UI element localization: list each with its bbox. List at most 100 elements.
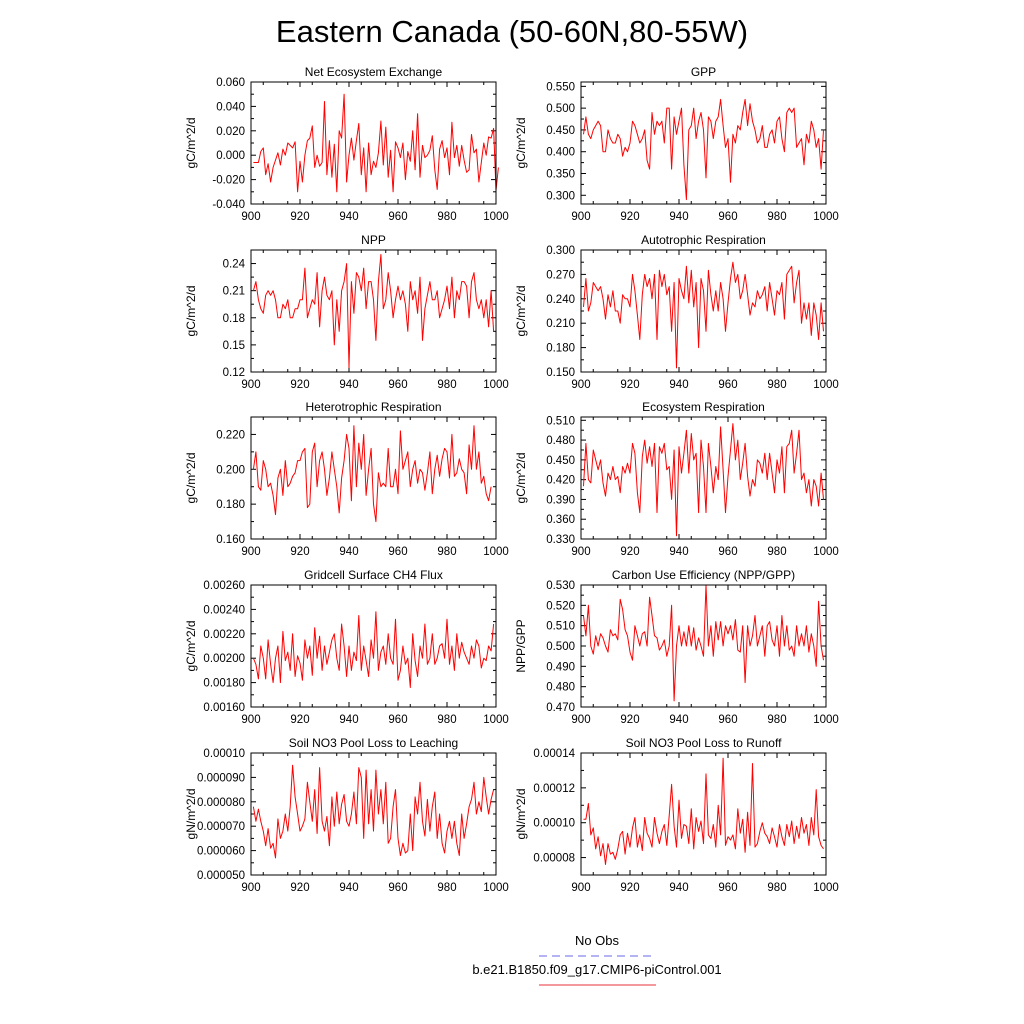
x-tick-label: 960	[388, 379, 407, 391]
x-tick-label: 980	[437, 379, 456, 391]
y-tick-label: 0.180	[216, 499, 245, 511]
y-tick-label: 0.24	[223, 259, 246, 271]
x-tick-label: 1000	[813, 882, 839, 894]
x-tick-label: 940	[339, 882, 358, 894]
figure-title: Eastern Canada (50-60N,80-55W)	[276, 14, 748, 49]
x-tick-label: 1000	[483, 882, 509, 894]
x-tick-label: 960	[718, 211, 737, 223]
x-tick-label: 980	[437, 211, 456, 223]
y-axis-label: gC/m^2/d	[514, 453, 528, 504]
y-tick-label: 0.00180	[203, 678, 245, 690]
plot-frame	[250, 416, 497, 540]
y-tick-label: 0.00010	[533, 818, 575, 830]
y-tick-label: 0.00200	[203, 653, 245, 665]
y-axis-label: gC/m^2/d	[184, 286, 198, 337]
series-line	[583, 757, 824, 865]
x-tick-label: 940	[669, 546, 688, 558]
x-tick-label: 900	[241, 882, 260, 894]
series-line	[252, 425, 492, 523]
y-tick-label: 0.330	[546, 534, 575, 546]
x-tick-label: 900	[571, 379, 590, 391]
y-tick-label: 0.000	[216, 150, 245, 162]
panel-1: GPP gC/m^2/d 900 920 940 960 980 1000 0.300 0.350…	[514, 65, 839, 223]
y-axis-label: gC/m^2/d	[514, 118, 528, 169]
series-line	[253, 93, 499, 193]
y-tick-label: 0.300	[546, 245, 575, 257]
plot-frame	[580, 752, 827, 876]
y-tick-label: 0.21	[223, 286, 245, 298]
plot-frame	[250, 249, 497, 373]
y-tick-label: 0.00260	[203, 580, 245, 592]
plot-frame	[580, 249, 827, 373]
x-tick-label: 940	[339, 714, 358, 726]
x-tick-label: 960	[388, 714, 407, 726]
x-tick-label: 980	[767, 882, 786, 894]
y-tick-label: 0.18	[223, 313, 245, 325]
x-tick-label: 920	[620, 546, 639, 558]
x-tick-label: 920	[290, 379, 309, 391]
y-tick-label: 0.210	[546, 318, 575, 330]
y-tick-label: 0.000090	[197, 772, 245, 784]
x-tick-label: 960	[388, 546, 407, 558]
y-tick-label: 0.420	[546, 475, 575, 487]
panel-title: Heterotrophic Respiration	[305, 400, 441, 414]
panel-title: Soil NO3 Pool Loss to Runoff	[626, 736, 783, 750]
y-tick-label: 0.12	[223, 367, 245, 379]
x-tick-label: 980	[767, 379, 786, 391]
panel-title: Soil NO3 Pool Loss to Leaching	[289, 736, 458, 750]
y-tick-label: 0.530	[546, 580, 575, 592]
y-tick-label: 0.000060	[197, 846, 245, 858]
x-tick-label: 980	[437, 714, 456, 726]
panel-title: GPP	[691, 65, 716, 79]
y-tick-label: 0.00010	[203, 748, 245, 760]
y-tick-label: 0.450	[546, 455, 575, 467]
y-tick-label: 0.550	[546, 81, 575, 93]
y-tick-label: 0.180	[546, 343, 575, 355]
panel-title: Ecosystem Respiration	[642, 400, 765, 414]
y-tick-label: 0.450	[546, 125, 575, 137]
x-tick-label: 900	[241, 714, 260, 726]
x-tick-label: 940	[339, 211, 358, 223]
x-tick-label: 960	[718, 882, 737, 894]
x-tick-label: 960	[718, 714, 737, 726]
x-tick-label: 1000	[483, 211, 509, 223]
panel-0: Net Ecosystem Exchange gC/m^2/d 900 920 940 9…	[184, 65, 509, 223]
y-tick-label: 0.350	[546, 169, 575, 181]
y-tick-label: 0.470	[546, 702, 575, 714]
y-tick-label: 0.00008	[533, 853, 575, 865]
y-tick-label: 0.150	[546, 367, 575, 379]
x-tick-label: 900	[571, 211, 590, 223]
y-tick-label: 0.220	[216, 429, 245, 441]
series-line	[583, 98, 824, 201]
y-tick-label: 0.00240	[203, 604, 245, 616]
y-tick-label: 0.160	[216, 534, 245, 546]
plot-frame	[580, 81, 827, 205]
y-tick-label: 0.00014	[533, 748, 575, 760]
y-axis-label: gC/m^2/d	[184, 118, 198, 169]
legend-label-no-obs: No Obs	[575, 933, 620, 948]
y-axis-label: gN/m^2/d	[514, 789, 528, 840]
y-tick-label: 0.000070	[197, 821, 245, 833]
series-line	[583, 423, 824, 537]
y-tick-label: 0.490	[546, 661, 575, 673]
x-tick-label: 960	[718, 546, 737, 558]
panel-title: Carbon Use Efficiency (NPP/GPP)	[612, 568, 795, 582]
series-line	[252, 254, 495, 368]
x-tick-label: 900	[241, 546, 260, 558]
y-tick-label: 0.200	[216, 464, 245, 476]
y-tick-label: 0.510	[546, 415, 575, 427]
x-tick-label: 940	[339, 546, 358, 558]
y-tick-label: 0.400	[546, 147, 575, 159]
x-tick-label: 920	[620, 211, 639, 223]
panel-title: Autotrophic Respiration	[641, 233, 766, 247]
legend: No Obs b.e21.B1850.f09_g17.CMIP6-piContr…	[472, 933, 722, 986]
x-tick-label: 900	[241, 211, 260, 223]
x-tick-label: 1000	[483, 379, 509, 391]
x-tick-label: 1000	[813, 546, 839, 558]
series-line	[252, 764, 495, 859]
legend-label-simulation: b.e21.B1850.f09_g17.CMIP6-piControl.001	[472, 962, 721, 977]
x-tick-label: 900	[241, 379, 260, 391]
plot-frame	[580, 416, 827, 540]
series-line	[583, 261, 824, 369]
